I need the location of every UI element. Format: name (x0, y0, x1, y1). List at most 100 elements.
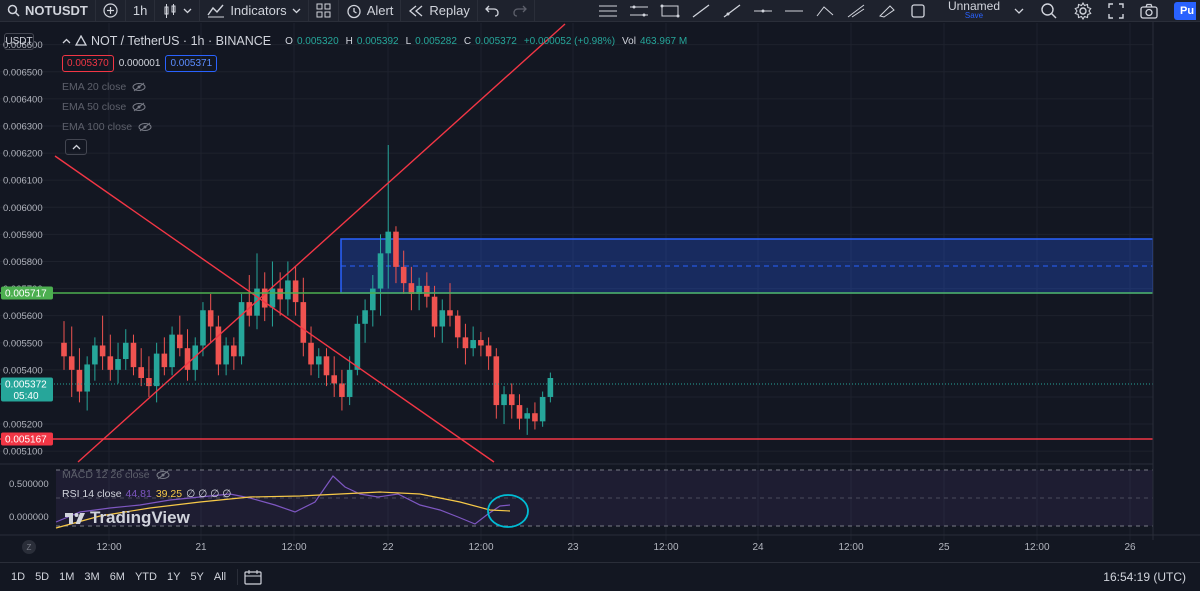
buy-button[interactable]: 0.005371 (165, 55, 218, 72)
volume-value: 463.967 M (639, 35, 688, 47)
descending-trend-line (54, 155, 495, 463)
candles-group (61, 144, 554, 435)
rectangle-tool[interactable] (908, 2, 928, 20)
chart-type-button[interactable] (155, 0, 201, 22)
horizontal-ray-icon (785, 10, 803, 12)
range-tool[interactable] (660, 2, 680, 20)
time-tick-label: 12:00 (281, 542, 306, 553)
undo-button[interactable] (478, 0, 506, 22)
candle-body (478, 340, 484, 346)
layout-name-button[interactable]: Unnamed Save (947, 0, 1000, 21)
camera-icon[interactable] (1140, 3, 1158, 19)
rsi-legend[interactable]: RSI 14 close 44.81 39.25 ∅ ∅ ∅ ∅ (62, 488, 231, 500)
brush-tool[interactable] (877, 2, 897, 20)
indicators-button[interactable]: Indicators (200, 0, 309, 22)
indicator-label: EMA 20 close (62, 81, 127, 93)
indicator-ema20[interactable]: EMA 20 close (62, 81, 146, 93)
indicator-ema50[interactable]: EMA 50 close (62, 101, 146, 113)
tradingview-logo-icon (65, 513, 85, 524)
range-ytd-button[interactable]: YTD (134, 571, 157, 583)
price-tick-label: 0.006200 (3, 149, 43, 160)
eye-hidden-icon[interactable] (132, 102, 146, 112)
alert-button[interactable]: Alert (339, 0, 402, 22)
bottom-toolbar: 1D 5D 1M 3M 6M YTD 1Y 5Y All 16:54:19 (U… (0, 562, 1200, 591)
candle-body (439, 310, 446, 327)
collapse-indicators-button[interactable] (65, 139, 87, 155)
interval-label: 1h (132, 3, 148, 18)
time-tick-label: 24 (752, 542, 764, 553)
timezone-button[interactable]: Z (22, 540, 36, 554)
sell-button[interactable]: 0.005370 (62, 55, 114, 72)
timezone-button-label: Z (27, 543, 32, 552)
chevron-down-icon[interactable] (1014, 6, 1024, 16)
candle-body (323, 356, 330, 376)
current-price-label-sub: 05:40 (13, 391, 38, 402)
trend-line-tool[interactable] (691, 2, 711, 20)
range-5y-button[interactable]: 5Y (190, 571, 204, 583)
gear-icon[interactable] (1074, 2, 1092, 20)
publish-button[interactable]: Pu (1174, 2, 1196, 20)
candle-body (539, 396, 546, 422)
candle-body (400, 266, 407, 284)
symbol-search-button[interactable]: NOTUSDT (0, 0, 96, 22)
utc-clock[interactable]: 16:54:19 (UTC) (1103, 570, 1186, 584)
horizontal-ray-tool[interactable] (753, 2, 773, 20)
current-price-label-text: 0.005372 (5, 380, 47, 391)
range-1y-button[interactable]: 1Y (166, 571, 181, 583)
range-1m-button[interactable]: 1M (59, 571, 75, 583)
candle-body (107, 356, 114, 370)
candle-body (177, 334, 183, 349)
open-label: O (285, 35, 293, 47)
currency-button[interactable]: USDT (4, 33, 34, 50)
pitchfork-tool[interactable] (846, 2, 866, 20)
calendar-range-icon[interactable] (244, 569, 262, 585)
candle-body (200, 310, 206, 346)
candle-body (285, 280, 291, 300)
price-tick-label: 0.005100 (3, 447, 43, 458)
layout-name-label: Unnamed (947, 0, 1000, 13)
templates-button[interactable] (309, 0, 339, 22)
candle-body (207, 310, 214, 327)
quick-search-icon[interactable] (1040, 2, 1058, 20)
replay-button[interactable]: Replay (401, 0, 478, 22)
horizontal-line-tool[interactable] (784, 2, 804, 20)
candle-body (346, 369, 353, 397)
chevron-up-icon (72, 144, 80, 149)
range-5d-button[interactable]: 5D (35, 571, 50, 583)
horizontal-lines-tool[interactable] (598, 2, 618, 20)
range-all-button[interactable]: All (213, 571, 227, 583)
ray-tool[interactable] (722, 2, 742, 20)
indicator-ema100[interactable]: EMA 100 close (62, 121, 152, 133)
eye-hidden-icon[interactable] (132, 82, 146, 92)
candle-body (370, 288, 376, 311)
fullscreen-icon[interactable] (1108, 3, 1124, 19)
candle-body (416, 285, 422, 294)
range-icon (660, 4, 680, 18)
range-6m-button[interactable]: 6M (109, 571, 125, 583)
eye-hidden-icon[interactable] (138, 122, 152, 132)
interval-button[interactable]: 1h (126, 0, 156, 22)
redo-button[interactable] (506, 0, 535, 22)
macd-tick-label: 0.500000 (9, 479, 49, 490)
candle-body (146, 377, 152, 387)
collapse-legend-icon[interactable] (62, 37, 71, 46)
parallel-channel-tool[interactable] (629, 2, 649, 20)
candle-body (315, 356, 322, 365)
macd-legend[interactable]: MACD 12 26 close (62, 469, 170, 481)
rsi-extra-values: ∅ ∅ ∅ ∅ (186, 488, 232, 500)
candle-body (238, 302, 245, 357)
range-3m-button[interactable]: 3M (84, 571, 100, 583)
eye-hidden-icon[interactable] (156, 470, 170, 480)
path-tool[interactable] (815, 2, 835, 20)
time-tick-label: 12:00 (653, 542, 678, 553)
compare-symbol-button[interactable] (96, 0, 126, 22)
price-tick-label: 0.005200 (3, 420, 43, 431)
horizontal-line-icon (754, 9, 772, 13)
tradingview-logo: TradingView (64, 508, 190, 528)
range-1d-button[interactable]: 1D (11, 571, 26, 583)
macd-tick-label: 0.000000 (9, 512, 49, 523)
current-price-label-bg (1, 377, 53, 402)
price-tick-label: 0.005400 (3, 365, 43, 376)
